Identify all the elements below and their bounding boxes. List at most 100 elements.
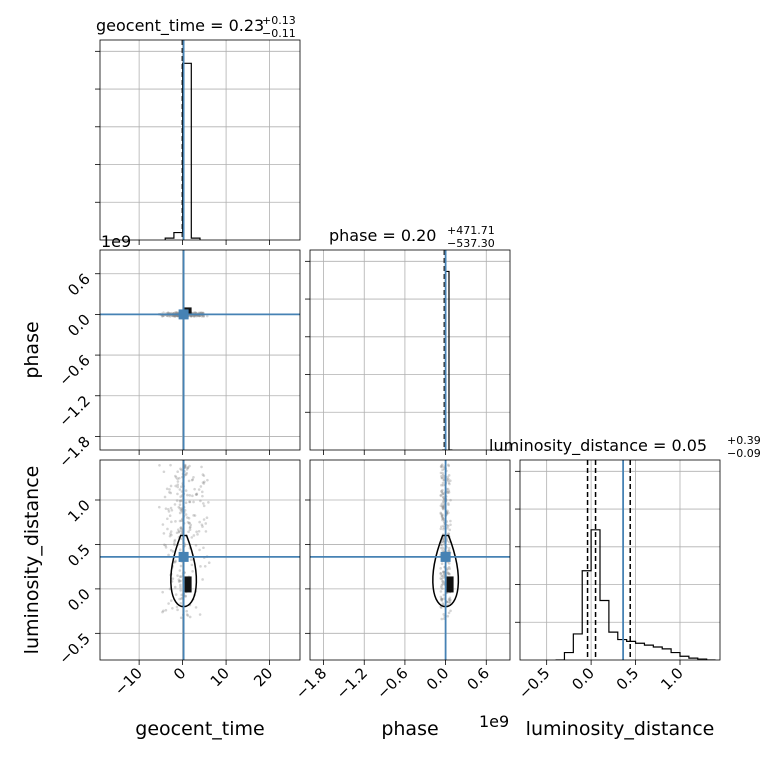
scatter-point (171, 550, 175, 553)
scatter-point (196, 533, 199, 536)
scatter-point (180, 499, 184, 502)
scatter-point (193, 487, 196, 491)
scatter-point (442, 537, 445, 541)
scatter-point (449, 479, 452, 483)
scatter-point (447, 464, 451, 468)
scatter-point (171, 577, 175, 580)
scatter-point (447, 611, 451, 615)
scatter-point (202, 482, 206, 485)
scatter-point (439, 590, 443, 593)
panel-content (100, 460, 300, 660)
scatter-point (179, 602, 183, 605)
scatter-point (169, 530, 173, 533)
scatter-point (447, 549, 451, 552)
panel-content (100, 250, 300, 450)
scatter-point (439, 512, 443, 516)
scatter-point (183, 464, 187, 468)
scatter-point (439, 465, 443, 468)
scatter-point (206, 478, 209, 482)
scatter-point (442, 492, 445, 496)
scatter-point (202, 502, 205, 505)
scatter-point (441, 468, 444, 472)
scatter-point (201, 578, 204, 581)
scatter-point (176, 485, 180, 489)
title-geocent-time: geocent_time = 0.23 (96, 16, 264, 36)
title-phase-minus: −537.30 (447, 237, 495, 250)
scatter-point (187, 521, 191, 525)
scatter-point (188, 494, 192, 497)
scatter-point (164, 546, 168, 549)
scatter-point (441, 483, 445, 487)
scatter-point (447, 489, 451, 493)
scatter-point (448, 572, 451, 576)
scatter-point (184, 595, 187, 598)
scatter-point (202, 546, 205, 550)
scatter-point (169, 491, 173, 495)
scatter-point (180, 519, 183, 523)
scatter-point (176, 528, 180, 531)
scatter-point (193, 514, 197, 517)
scatter-point (178, 507, 182, 510)
panel-2-1: −1.8 −1.2 −0.6 0.0 0.6 (292, 459, 511, 703)
scatter-point (440, 483, 443, 487)
scatter-point (170, 508, 174, 512)
scatter-point (440, 543, 444, 547)
scatter-point (180, 509, 183, 513)
scatter-point (179, 467, 182, 471)
scatter-point (198, 548, 201, 552)
scatter-point (180, 532, 183, 536)
panel-frame (99, 39, 301, 241)
scatter-point (207, 501, 210, 504)
scatter-point (180, 593, 184, 597)
scatter-point (189, 314, 193, 318)
scatter-point (200, 465, 203, 469)
histogram-luminosity_distance (555, 529, 716, 660)
scatter-point (200, 523, 204, 527)
scatter-point (200, 311, 203, 314)
scatter-point (178, 500, 182, 503)
scatter-point (169, 548, 173, 552)
scatter-point (442, 539, 446, 543)
scatter-point (174, 311, 177, 314)
scatter-point (439, 606, 443, 609)
scatter-point (439, 577, 443, 580)
scatter-point (199, 485, 203, 488)
tick-label-x: 0.5 (613, 664, 643, 694)
scatter-point (171, 606, 174, 610)
panel-content (164, 40, 201, 240)
scatter-point (446, 479, 450, 483)
scatter-point (440, 515, 444, 519)
scatter-point (439, 504, 443, 508)
scatter-point (173, 540, 176, 543)
scatter-point (178, 503, 182, 507)
scatter-point (447, 511, 450, 515)
scatter-point (447, 532, 450, 536)
tick-label-x: 20 (250, 664, 276, 690)
scatter-point (190, 536, 194, 539)
scatter-point (185, 613, 189, 616)
scatter-point (448, 482, 451, 486)
scatter-point (198, 613, 202, 616)
scatter-point (445, 490, 449, 494)
scatter-point (441, 582, 444, 586)
scatter-point (179, 526, 183, 529)
title-luminosity-distance: luminosity_distance = 0.05 (489, 436, 707, 456)
scatter-point (442, 496, 445, 499)
scatter-point (193, 314, 196, 318)
scatter-point (441, 517, 445, 521)
scatter-point (446, 524, 450, 528)
scatter-point (176, 492, 179, 496)
scatter-point (172, 542, 176, 546)
scatter-point (440, 476, 444, 480)
scatter-point (449, 523, 452, 527)
scatter-point (173, 560, 176, 564)
scatter-point (162, 470, 166, 474)
scatter-point (177, 505, 181, 509)
tick-label-x: −10 (111, 664, 146, 699)
scatter-point (165, 487, 169, 491)
scatter-point (174, 476, 178, 479)
scatter-point (176, 470, 179, 474)
ylabel-luminosity-distance: luminosity_distance (21, 466, 43, 655)
density-core (446, 576, 454, 593)
scatter-point (168, 490, 171, 494)
